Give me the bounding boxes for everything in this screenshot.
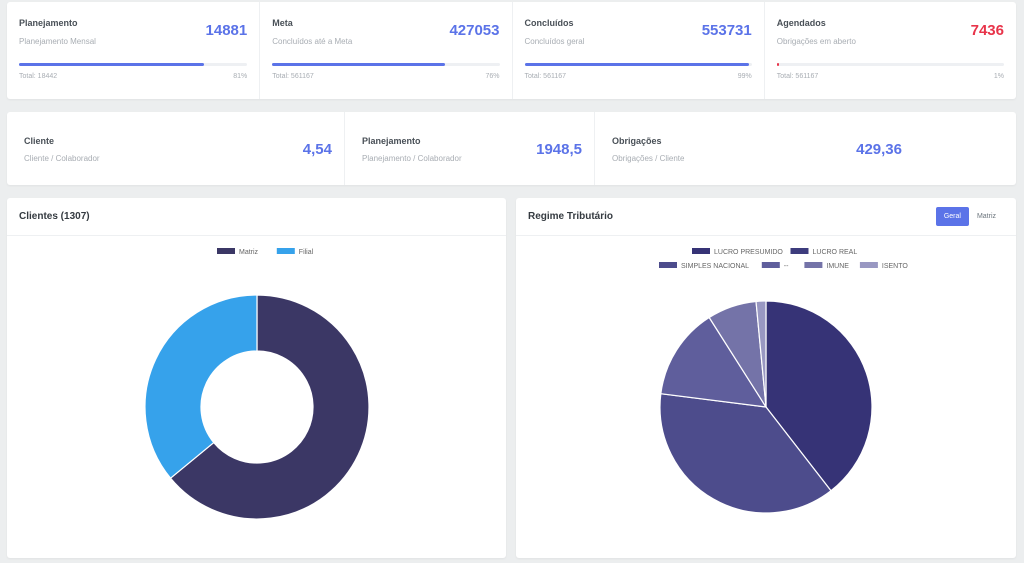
stat-progress-bar (776, 63, 1004, 66)
ratio-subtitle: Cliente / Colaborador (24, 154, 100, 163)
stat-progress-bar (19, 63, 248, 66)
stat-subtitle: Obrigações em aberto (776, 37, 856, 46)
stat-title: Agendados (776, 18, 826, 28)
legend-label[interactable]: ISENTO (882, 263, 908, 270)
slice-matriz-slice[interactable] (169, 294, 370, 520)
stat-value: 7436 (970, 22, 1004, 39)
stat-percent: 76% (485, 73, 500, 80)
slice-simples-nacional-slice[interactable] (659, 393, 832, 514)
ratio-subtitle: Planejamento / Colaborador (362, 154, 462, 163)
stat-title: Meta (272, 18, 293, 28)
legend-label[interactable]: SIMPLES NACIONAL (681, 263, 749, 270)
stat-progress-fill (776, 63, 780, 66)
ratio-value: 4,54 (302, 141, 332, 158)
legend-label[interactable]: -- (784, 263, 789, 270)
legend-swatch (659, 262, 677, 268)
ratios-card: Cliente Cliente / Colaborador 4,54 Planejam… (7, 112, 1016, 185)
stat-subtitle: Planejamento Mensal (19, 37, 96, 46)
matriz-button[interactable]: Matriz (968, 207, 1004, 226)
clients-card-header: Clientes (1307) (7, 198, 506, 236)
stat-total: Total: 18442 (19, 73, 58, 80)
stat-title: Planejamento (19, 18, 78, 28)
legend-swatch (761, 262, 780, 268)
legend-label[interactable]: Filial (299, 249, 314, 256)
regime-filter-buttons: Geral Matriz (935, 207, 1004, 226)
stat-total: Total: 561167 (524, 73, 567, 80)
legend-swatch (790, 248, 809, 254)
stat-progress-fill (19, 63, 204, 66)
stat-subtitle: Concluídos até a Meta (272, 37, 353, 46)
stat-total: Total: 561167 (776, 73, 819, 80)
stat-progress-bar (272, 63, 500, 66)
slice-filial-slice[interactable] (144, 294, 258, 480)
regime-card-title: Regime Tributário (528, 211, 614, 222)
slice-isento-slice[interactable] (755, 300, 767, 408)
stat-2: Concluídos Concluídos geral 553731 Total: 5… (511, 2, 764, 99)
legend-label[interactable]: Matriz (239, 249, 259, 256)
stat-percent: 99% (737, 73, 752, 80)
legend-label[interactable]: LUCRO PRESUMIDO (714, 249, 783, 256)
stat-progress-fill (272, 63, 445, 66)
stats-card: Planejamento Planejamento Mensal 14881 Tota… (7, 2, 1016, 99)
ratio-title: Obrigações (612, 136, 662, 146)
legend-swatch (276, 248, 295, 254)
stat-value: 14881 (205, 22, 248, 39)
stat-progress-bar (524, 63, 752, 66)
stat-progress-fill (524, 63, 750, 66)
ratio-subtitle: Obrigações / Cliente (612, 154, 685, 163)
legend-label[interactable]: IMUNE (826, 263, 849, 270)
stat-title: Concluídos (524, 18, 574, 28)
ratio-0: Cliente Cliente / Colaborador 4,54 (7, 112, 344, 185)
legend-swatch (859, 262, 878, 268)
clients-doughnut-chart: Matriz Filial (144, 248, 370, 520)
stat-1: Meta Concluídos até a Meta 427053 Total: 56… (259, 2, 511, 99)
clients-chart-card: Clientes (1307) Matriz Filial (7, 198, 506, 558)
legend-swatch (692, 248, 710, 254)
ratio-1: Planejamento Planejamento / Colaborador 19… (344, 112, 594, 185)
clients-card-title: Clientes (1307) (19, 211, 90, 222)
ratio-title: Cliente (24, 136, 55, 146)
stat-percent: 81% (233, 73, 248, 80)
legend-swatch (804, 262, 823, 268)
stat-subtitle: Concluídos geral (524, 37, 585, 46)
ratio-title: Planejamento (362, 136, 421, 146)
regime-pie-chart: LUCRO PRESUMIDO LUCRO REAL SIMPLES NACIONA… (659, 248, 908, 514)
stat-percent: 1% (993, 73, 1004, 80)
stat-0: Planejamento Planejamento Mensal 14881 Tota… (7, 2, 259, 99)
slice-lucro-presumido-slice[interactable] (765, 300, 873, 492)
ratio-value: 429,36 (856, 141, 902, 158)
regime-chart-card: Regime Tributário Geral Matriz LUCRO PRE… (516, 198, 1016, 558)
legend-swatch (217, 248, 235, 254)
legend-label[interactable]: LUCRO REAL (813, 249, 858, 256)
geral-button[interactable]: Geral (935, 207, 969, 226)
ratio-2: Obrigações Obrigações / Cliente 429,36 (594, 112, 914, 185)
stat-total: Total: 561167 (272, 73, 314, 80)
stat-3: Agendados Obrigações em aberto 7436 Total: … (763, 2, 1016, 99)
slice--slice[interactable] (660, 316, 768, 408)
regime-card-header: Regime Tributário Geral Matriz (516, 198, 1016, 236)
ratio-value: 1948,5 (536, 141, 582, 158)
stat-value: 427053 (449, 22, 500, 39)
stat-value: 553731 (701, 22, 752, 39)
